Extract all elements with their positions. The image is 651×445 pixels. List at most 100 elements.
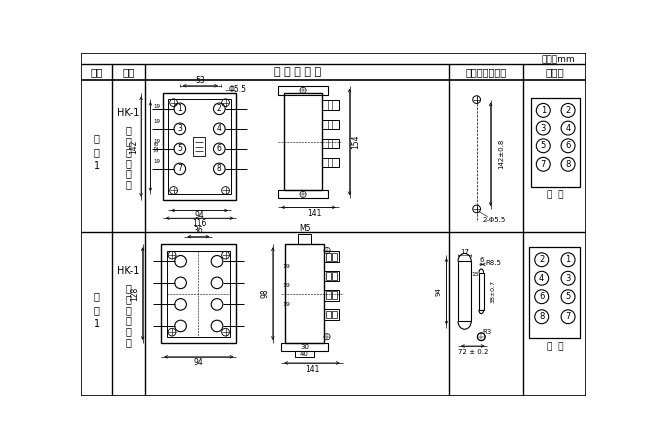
Bar — [167, 251, 230, 337]
Text: 1: 1 — [94, 319, 100, 329]
Text: 154: 154 — [352, 135, 360, 149]
Text: 128: 128 — [130, 287, 139, 301]
Bar — [324, 290, 339, 300]
Text: 30: 30 — [300, 344, 309, 350]
Bar — [278, 86, 328, 95]
Bar — [163, 93, 236, 200]
Bar — [326, 311, 331, 318]
Bar — [278, 190, 328, 198]
Text: 凸: 凸 — [126, 125, 132, 135]
Text: HK-1: HK-1 — [117, 266, 140, 276]
Bar — [333, 311, 337, 318]
Text: 116: 116 — [193, 219, 207, 228]
Text: 结构: 结构 — [122, 67, 135, 77]
Text: 19: 19 — [154, 104, 160, 109]
Text: 凸: 凸 — [126, 283, 132, 293]
Text: 142: 142 — [129, 139, 138, 154]
Text: 后: 后 — [126, 316, 132, 326]
Text: M5: M5 — [299, 224, 311, 234]
Text: 6: 6 — [217, 144, 222, 154]
Text: 38±0.7: 38±0.7 — [490, 280, 495, 303]
Bar — [333, 291, 337, 299]
Text: 2-Φ5.5: 2-Φ5.5 — [482, 217, 505, 222]
Text: 式: 式 — [126, 147, 132, 157]
Bar — [479, 273, 484, 310]
Text: 7: 7 — [177, 164, 182, 174]
Bar — [333, 253, 337, 260]
Bar — [531, 98, 581, 186]
Bar — [529, 247, 581, 338]
Text: 94: 94 — [436, 287, 441, 296]
Text: 72 ± 0.2: 72 ± 0.2 — [458, 349, 488, 355]
Bar — [168, 99, 231, 194]
Text: 图: 图 — [94, 147, 100, 157]
Text: 1: 1 — [178, 104, 182, 113]
Text: 接: 接 — [126, 326, 132, 336]
Text: 安装开孔尺廸图: 安装开孔尺廸图 — [465, 67, 507, 77]
Text: 142±0.8: 142±0.8 — [499, 139, 505, 170]
Text: 141: 141 — [305, 364, 320, 374]
Text: 19: 19 — [154, 119, 160, 124]
Text: 5: 5 — [566, 292, 571, 301]
Text: 94: 94 — [194, 358, 204, 368]
Text: 94: 94 — [195, 211, 204, 220]
Bar — [324, 251, 339, 262]
Text: 4: 4 — [539, 274, 544, 283]
Text: 前  视: 前 视 — [547, 190, 564, 199]
Text: 出: 出 — [126, 294, 132, 304]
Bar — [322, 158, 339, 167]
Bar — [281, 343, 328, 351]
Text: 线: 线 — [126, 337, 132, 347]
Text: 单位：mm: 单位：mm — [541, 55, 575, 64]
Bar — [298, 234, 311, 244]
Bar — [285, 244, 324, 343]
Bar — [326, 253, 331, 260]
Text: 图号: 图号 — [90, 67, 103, 77]
Text: 40: 40 — [300, 352, 309, 357]
Bar — [333, 272, 337, 280]
Text: 4: 4 — [566, 124, 571, 133]
Text: 5: 5 — [177, 144, 182, 154]
Text: 7: 7 — [540, 160, 546, 169]
Text: 接: 接 — [126, 169, 132, 178]
Text: 背  视: 背 视 — [547, 342, 563, 351]
Text: 4: 4 — [217, 124, 222, 134]
Text: 19: 19 — [283, 264, 291, 269]
Text: Φ5.5: Φ5.5 — [229, 85, 247, 94]
Text: 6: 6 — [539, 292, 544, 301]
Text: 2: 2 — [566, 106, 571, 115]
Bar — [322, 139, 339, 148]
Text: 3: 3 — [540, 124, 546, 133]
Text: 19: 19 — [154, 159, 160, 164]
Bar — [326, 272, 331, 280]
Text: 8: 8 — [565, 160, 571, 169]
Bar — [324, 271, 339, 281]
Text: 128: 128 — [154, 141, 159, 153]
Text: 3: 3 — [565, 274, 571, 283]
Text: 2: 2 — [217, 104, 222, 113]
Text: 19: 19 — [154, 139, 160, 144]
Text: 1: 1 — [540, 106, 546, 115]
Text: 141: 141 — [307, 209, 322, 218]
Bar — [322, 101, 339, 109]
Text: 外 形 尺 寸 图: 外 形 尺 寸 图 — [273, 67, 321, 77]
Bar — [193, 138, 205, 156]
Text: 图: 图 — [94, 305, 100, 315]
Text: 附: 附 — [94, 291, 100, 301]
Text: 端子图: 端子图 — [545, 67, 564, 77]
Text: 6: 6 — [479, 257, 484, 263]
Text: 17: 17 — [460, 249, 469, 255]
Bar — [324, 309, 339, 320]
Text: 19: 19 — [283, 302, 291, 307]
Bar — [284, 93, 322, 190]
Text: 前: 前 — [126, 158, 132, 168]
Text: 5: 5 — [540, 142, 546, 150]
Text: 附: 附 — [94, 133, 100, 143]
Bar — [322, 120, 339, 129]
Text: 98: 98 — [260, 289, 270, 299]
Text: 出: 出 — [126, 136, 132, 146]
Text: 1: 1 — [94, 161, 100, 171]
Text: 3: 3 — [177, 124, 182, 134]
Text: 2: 2 — [539, 255, 544, 264]
Text: 15: 15 — [471, 272, 479, 277]
